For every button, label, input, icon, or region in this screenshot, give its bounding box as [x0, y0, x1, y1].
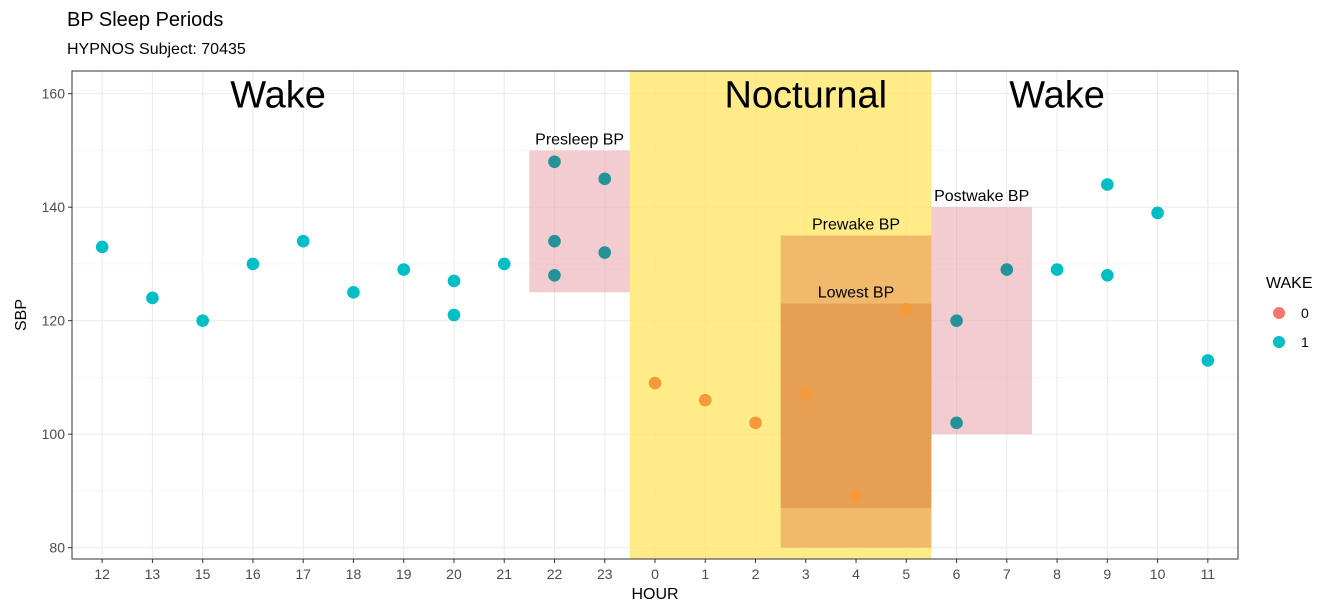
data-point [447, 308, 461, 322]
period-label: Wake [1009, 75, 1105, 117]
postwake-bp-region [931, 207, 1032, 435]
data-point [548, 155, 561, 169]
data-point [296, 234, 310, 248]
y-tick-label: 120 [42, 313, 66, 329]
data-point [548, 234, 561, 248]
x-tick-label: 2 [752, 566, 760, 582]
data-point [447, 274, 461, 288]
x-tick-label: 18 [346, 566, 362, 582]
chart-title: BP Sleep Periods [67, 9, 224, 31]
legend-key-0 [1273, 307, 1285, 319]
legend-label-0: 0 [1301, 305, 1309, 321]
data-point [950, 314, 963, 327]
period-label: Nocturnal [724, 75, 887, 117]
x-tick-label: 0 [651, 566, 659, 582]
data-point [1201, 354, 1215, 367]
x-tick-label: 1 [701, 566, 709, 582]
data-point [749, 416, 762, 430]
legend-label-1: 1 [1301, 334, 1309, 350]
x-tick-label: 3 [802, 566, 810, 582]
data-point [950, 416, 963, 430]
region-labels: Presleep BP Prewake BP Lowest BP Postwake B… [230, 75, 1105, 302]
x-tick-label: 23 [597, 566, 613, 582]
x-tick-label: 16 [245, 566, 261, 582]
data-point [548, 268, 561, 282]
data-point [849, 490, 863, 503]
data-point [698, 393, 712, 407]
x-tick-label: 4 [852, 566, 860, 582]
data-point [1000, 263, 1014, 276]
y-tick-label: 80 [49, 540, 65, 556]
chart-subtitle: HYPNOS Subject: 70435 [67, 41, 246, 58]
x-axis-title: HOUR [631, 586, 678, 602]
lowest-bp-region [780, 303, 932, 508]
x-tick-label: 20 [446, 566, 462, 582]
legend-key-1 [1273, 336, 1285, 348]
data-point [1151, 206, 1164, 220]
y-tick-label: 140 [42, 199, 66, 215]
data-point [598, 172, 612, 186]
x-tick-label: 12 [94, 566, 110, 582]
data-point [799, 388, 813, 401]
y-tick-label: 160 [42, 86, 66, 102]
legend: WAKE 0 1 [1266, 275, 1313, 350]
data-point [648, 376, 662, 390]
data-point [598, 246, 612, 259]
data-point [95, 240, 109, 254]
x-tick-label: 7 [1003, 566, 1011, 582]
data-point [246, 257, 260, 271]
period-label: Wake [230, 75, 326, 117]
data-point [1050, 263, 1064, 276]
x-tick-label: 11 [1201, 566, 1216, 582]
data-point [347, 286, 360, 299]
x-tick-label: 10 [1150, 566, 1166, 582]
y-tick-label: 100 [42, 426, 66, 442]
data-point [497, 257, 511, 271]
presleep-bp-region [529, 150, 630, 293]
prewake-bp-label: Prewake BP [812, 217, 900, 234]
x-tick-label: 6 [953, 566, 961, 582]
data-point [1101, 268, 1114, 282]
data-points [95, 155, 1215, 503]
data-point [899, 303, 913, 316]
y-axis-title: SBP [13, 299, 30, 331]
x-tick-label: 22 [547, 566, 563, 582]
lowest-bp-label: Lowest BP [818, 285, 894, 302]
postwake-bp-label: Postwake BP [934, 188, 1029, 205]
x-tick-label: 9 [1103, 566, 1111, 582]
legend-title: WAKE [1266, 275, 1313, 292]
data-point [146, 291, 159, 305]
x-tick-label: 8 [1053, 566, 1061, 582]
x-tick-label: 21 [496, 566, 512, 582]
x-tick-label: 19 [396, 566, 412, 582]
x-tick-label: 15 [195, 566, 211, 582]
data-point [196, 314, 209, 327]
data-point [397, 263, 411, 276]
data-point [1101, 178, 1114, 191]
presleep-bp-label: Presleep BP [535, 131, 624, 148]
x-tick-label: 5 [902, 566, 910, 582]
x-tick-label: 13 [145, 566, 161, 582]
x-tick-label: 17 [295, 566, 311, 582]
